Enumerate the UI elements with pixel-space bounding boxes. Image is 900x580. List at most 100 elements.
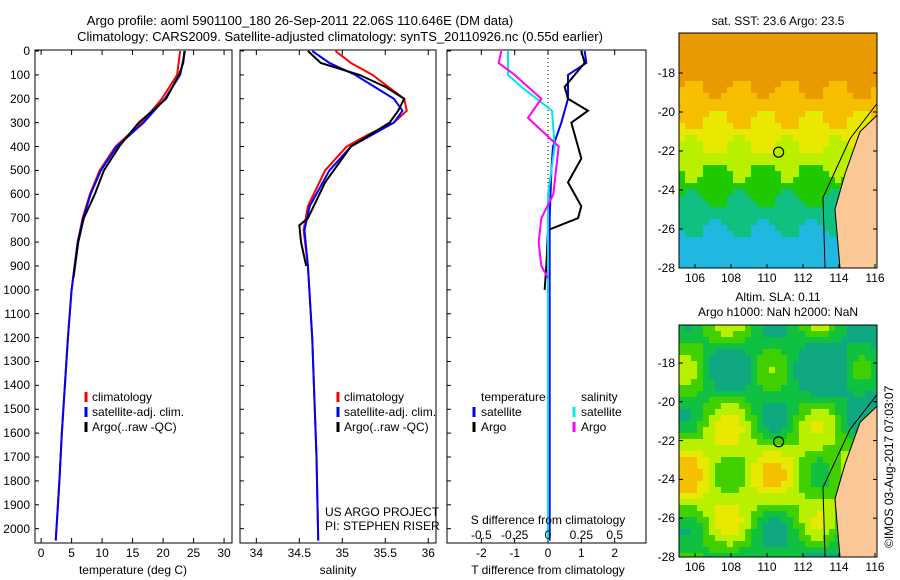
map-cell <box>799 361 805 367</box>
map-cell <box>733 487 739 493</box>
map-cell <box>775 177 781 183</box>
map-cell <box>727 255 733 261</box>
map-cell <box>739 325 745 331</box>
map-cell <box>751 505 757 511</box>
plot-frame <box>239 49 437 544</box>
map-cell <box>715 493 721 499</box>
sst-map-title: sat. SST: 23.6 Argo: 23.5 <box>711 14 845 28</box>
map-cell <box>691 99 697 105</box>
map-cell <box>817 129 823 135</box>
map-cell <box>691 367 697 373</box>
map-cell <box>691 499 697 505</box>
map-cell <box>703 325 709 331</box>
map-cell <box>697 529 703 535</box>
map-cell <box>739 219 745 225</box>
map-cell <box>739 213 745 219</box>
lat-tick-label: -18 <box>657 66 675 80</box>
map-cell <box>721 361 727 367</box>
map-cell <box>757 177 763 183</box>
map-cell <box>817 147 823 153</box>
map-cell <box>751 463 757 469</box>
map-cell <box>715 231 721 237</box>
map-cell <box>691 481 697 487</box>
map-cell <box>745 439 751 445</box>
map-cell <box>751 517 757 523</box>
map-cell <box>745 343 751 349</box>
map-cell <box>757 105 763 111</box>
map-cell <box>775 469 781 475</box>
map-cell <box>745 195 751 201</box>
map-cell <box>769 445 775 451</box>
map-cell <box>745 427 751 433</box>
map-cell <box>751 529 757 535</box>
map-cell <box>751 135 757 141</box>
map-cell <box>697 93 703 99</box>
map-cell <box>781 355 787 361</box>
map-cell <box>799 81 805 87</box>
map-cell <box>871 45 877 51</box>
map-cell <box>781 445 787 451</box>
map-cell <box>829 427 835 433</box>
map-cell <box>763 385 769 391</box>
map-cell <box>685 367 691 373</box>
map-cell <box>721 195 727 201</box>
map-cell <box>811 499 817 505</box>
map-cell <box>679 523 685 529</box>
map-cell <box>811 171 817 177</box>
lon-tick-label: 114 <box>829 271 849 285</box>
map-cell <box>757 63 763 69</box>
map-cell <box>787 261 793 267</box>
map-cell <box>745 547 751 553</box>
map-cell <box>859 45 865 51</box>
map-cell <box>787 147 793 153</box>
map-cell <box>733 159 739 165</box>
map-cell <box>799 445 805 451</box>
map-cell <box>799 451 805 457</box>
map-cell <box>829 409 835 415</box>
map-cell <box>829 183 835 189</box>
map-cell <box>745 171 751 177</box>
map-cell <box>847 403 853 409</box>
map-cell <box>763 171 769 177</box>
map-cell <box>727 225 733 231</box>
map-cell <box>835 349 841 355</box>
map-cell <box>871 367 877 373</box>
map-cell <box>769 337 775 343</box>
map-cell <box>751 171 757 177</box>
map-cell <box>817 535 823 541</box>
map-cell <box>709 177 715 183</box>
map-cell <box>781 177 787 183</box>
map-cell <box>835 403 841 409</box>
map-cell <box>847 367 853 373</box>
map-cell <box>769 433 775 439</box>
map-cell <box>751 87 757 93</box>
map-cell <box>679 141 685 147</box>
map-cell <box>841 391 847 397</box>
map-cell <box>811 439 817 445</box>
map-cell <box>685 99 691 105</box>
sst-map <box>678 32 878 269</box>
map-cell <box>715 349 721 355</box>
map-cell <box>733 373 739 379</box>
map-cell <box>871 57 877 63</box>
legend2-climatology: climatology <box>344 390 405 404</box>
map-cell <box>733 183 739 189</box>
map-cell <box>691 255 697 261</box>
map-cell <box>769 547 775 553</box>
map-cell <box>781 361 787 367</box>
map-cell <box>757 511 763 517</box>
map-cell <box>799 421 805 427</box>
map-cell <box>709 505 715 511</box>
map-cell <box>799 189 805 195</box>
map-cell <box>817 261 823 267</box>
y-tick-label: 900 <box>9 258 30 273</box>
map-cell <box>805 99 811 105</box>
map-cell <box>751 225 757 231</box>
map-cell <box>829 433 835 439</box>
map-cell <box>805 261 811 267</box>
map-cell <box>841 147 847 153</box>
map-cell <box>685 331 691 337</box>
map-cell <box>703 63 709 69</box>
map-cell <box>823 159 829 165</box>
map-cell <box>853 367 859 373</box>
